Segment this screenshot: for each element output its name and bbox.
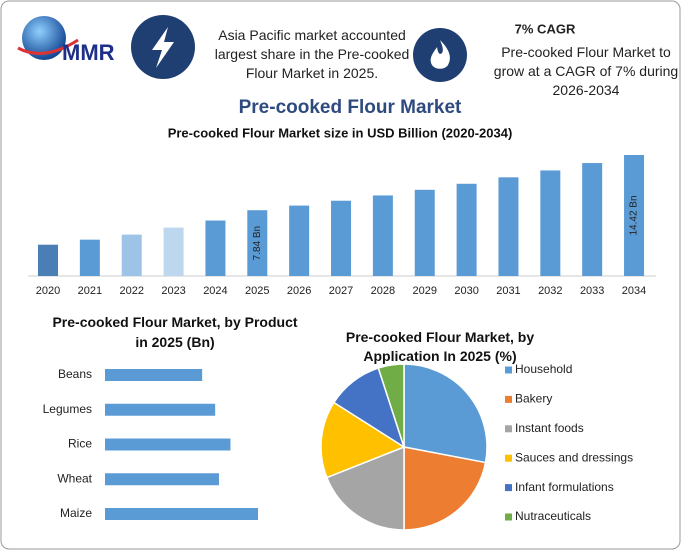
bar-chart: 2020 2021 2022 2023 2024 2025 7.84 Bn 2026 2027 2… bbox=[28, 155, 656, 297]
bar bbox=[105, 473, 219, 486]
x-tick-label: 2030 bbox=[454, 285, 478, 297]
x-tick-label: 2029 bbox=[412, 285, 436, 297]
legend-label: Infant formulations bbox=[515, 480, 614, 494]
flame bbox=[430, 40, 450, 69]
bar bbox=[331, 200, 352, 276]
bar bbox=[105, 508, 258, 520]
x-tick-label: 2024 bbox=[203, 285, 227, 297]
y-tick-label: Legumes bbox=[43, 402, 92, 416]
bar bbox=[121, 234, 142, 276]
bar bbox=[289, 205, 310, 276]
bar bbox=[624, 155, 645, 276]
bar bbox=[163, 227, 184, 276]
pie-slice bbox=[325, 445, 405, 531]
cagr-text: Pre-cooked Flour Market to grow at a CAG… bbox=[493, 44, 679, 98]
bolt bbox=[152, 27, 174, 68]
x-tick-label: 2032 bbox=[538, 285, 562, 297]
bar bbox=[105, 438, 231, 451]
x-tick-label: 2025 bbox=[245, 285, 269, 297]
globe-icon bbox=[22, 16, 66, 60]
bar bbox=[456, 183, 477, 276]
legend-swatch bbox=[505, 454, 512, 462]
x-tick-label: 2031 bbox=[496, 285, 520, 297]
bar bbox=[205, 220, 226, 276]
pie-slice bbox=[377, 363, 405, 448]
bar bbox=[498, 177, 519, 276]
chart-title: Pre-cooked Flour Market size in USD Bill… bbox=[168, 125, 513, 140]
legend-label: Household bbox=[515, 362, 572, 376]
legend-label: Bakery bbox=[515, 392, 552, 406]
legend-label: Sauces and dressings bbox=[515, 450, 633, 464]
bar bbox=[79, 239, 100, 276]
bar bbox=[582, 163, 603, 276]
logo-text: MMR bbox=[62, 40, 115, 65]
legend-label: Nutraceuticals bbox=[515, 509, 591, 523]
legend-swatch bbox=[505, 513, 512, 521]
bar bbox=[105, 403, 216, 416]
bar bbox=[540, 170, 561, 276]
chart-title: Pre-cooked Flour Market, by Application … bbox=[345, 329, 535, 364]
fact-text: Asia Pacific market accounted largest sh… bbox=[214, 27, 410, 81]
pie-slice bbox=[403, 446, 487, 531]
x-tick-label: 2033 bbox=[580, 285, 604, 297]
x-tick-label: 2028 bbox=[371, 285, 395, 297]
cagr-title: 7% CAGR bbox=[515, 21, 576, 36]
value-label: 14.42 Bn bbox=[629, 195, 640, 235]
bar bbox=[105, 369, 203, 381]
legend-swatch bbox=[505, 366, 512, 374]
bar bbox=[372, 195, 393, 276]
y-tick-label: Beans bbox=[58, 367, 92, 381]
pie-chart: Household Bakery Instant foods Sauces and d… bbox=[320, 362, 633, 531]
pie-slice bbox=[403, 363, 488, 464]
x-tick-label: 2023 bbox=[161, 285, 185, 297]
x-tick-label: 2026 bbox=[287, 285, 311, 297]
x-tick-label: 2022 bbox=[119, 285, 143, 297]
x-tick-label: 2021 bbox=[78, 285, 102, 297]
main-title: Pre-cooked Flour Market bbox=[239, 97, 462, 118]
legend-swatch bbox=[505, 395, 512, 403]
logo-swoosh bbox=[17, 38, 79, 55]
legend-swatch bbox=[505, 484, 512, 492]
value-label: 7.84 Bn bbox=[252, 226, 263, 260]
x-tick-label: 2027 bbox=[329, 285, 353, 297]
y-tick-label: Wheat bbox=[57, 471, 92, 485]
bar bbox=[414, 189, 435, 276]
y-tick-label: Rice bbox=[68, 437, 92, 451]
hbar-chart: Beans Legumes Rice Wheat Maize bbox=[43, 367, 258, 520]
legend-swatch bbox=[505, 425, 512, 433]
x-tick-label: 2020 bbox=[36, 285, 60, 297]
chart-title: Pre-cooked Flour Market, by Product in 2… bbox=[52, 314, 298, 350]
bar bbox=[247, 210, 268, 276]
bar bbox=[38, 244, 58, 276]
y-tick-label: Maize bbox=[60, 506, 92, 520]
x-tick-label: 2034 bbox=[622, 285, 646, 297]
legend-label: Instant foods bbox=[515, 421, 584, 435]
pie-slice bbox=[320, 401, 406, 479]
